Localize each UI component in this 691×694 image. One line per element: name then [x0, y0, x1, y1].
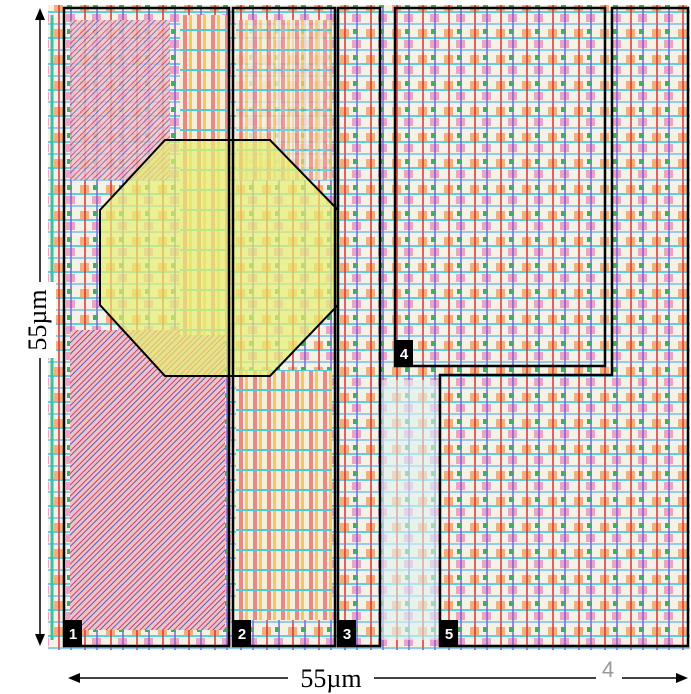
- arrow-head: [35, 8, 45, 20]
- dimension-label: 55µm: [300, 664, 361, 693]
- page-number: 4: [602, 657, 614, 682]
- layout-block: [380, 380, 438, 640]
- layout-figure: 1 2 3 4 5 55µm 55µm 4: [0, 0, 691, 694]
- region-label: 1: [69, 626, 77, 643]
- region-label: 2: [238, 626, 246, 643]
- arrow-head: [35, 634, 45, 646]
- highlight-octagon: [100, 140, 338, 376]
- dimension-label: 55µm: [23, 289, 52, 350]
- layout-block: [236, 370, 332, 620]
- region-label: 5: [445, 626, 453, 643]
- arrow-head: [676, 673, 688, 683]
- region-label: 4: [400, 346, 409, 363]
- page: 1 2 3 4 5 55µm 55µm 4 (() => { const dat…: [0, 0, 691, 694]
- arrow-head: [68, 673, 80, 683]
- region-label: 3: [343, 626, 351, 643]
